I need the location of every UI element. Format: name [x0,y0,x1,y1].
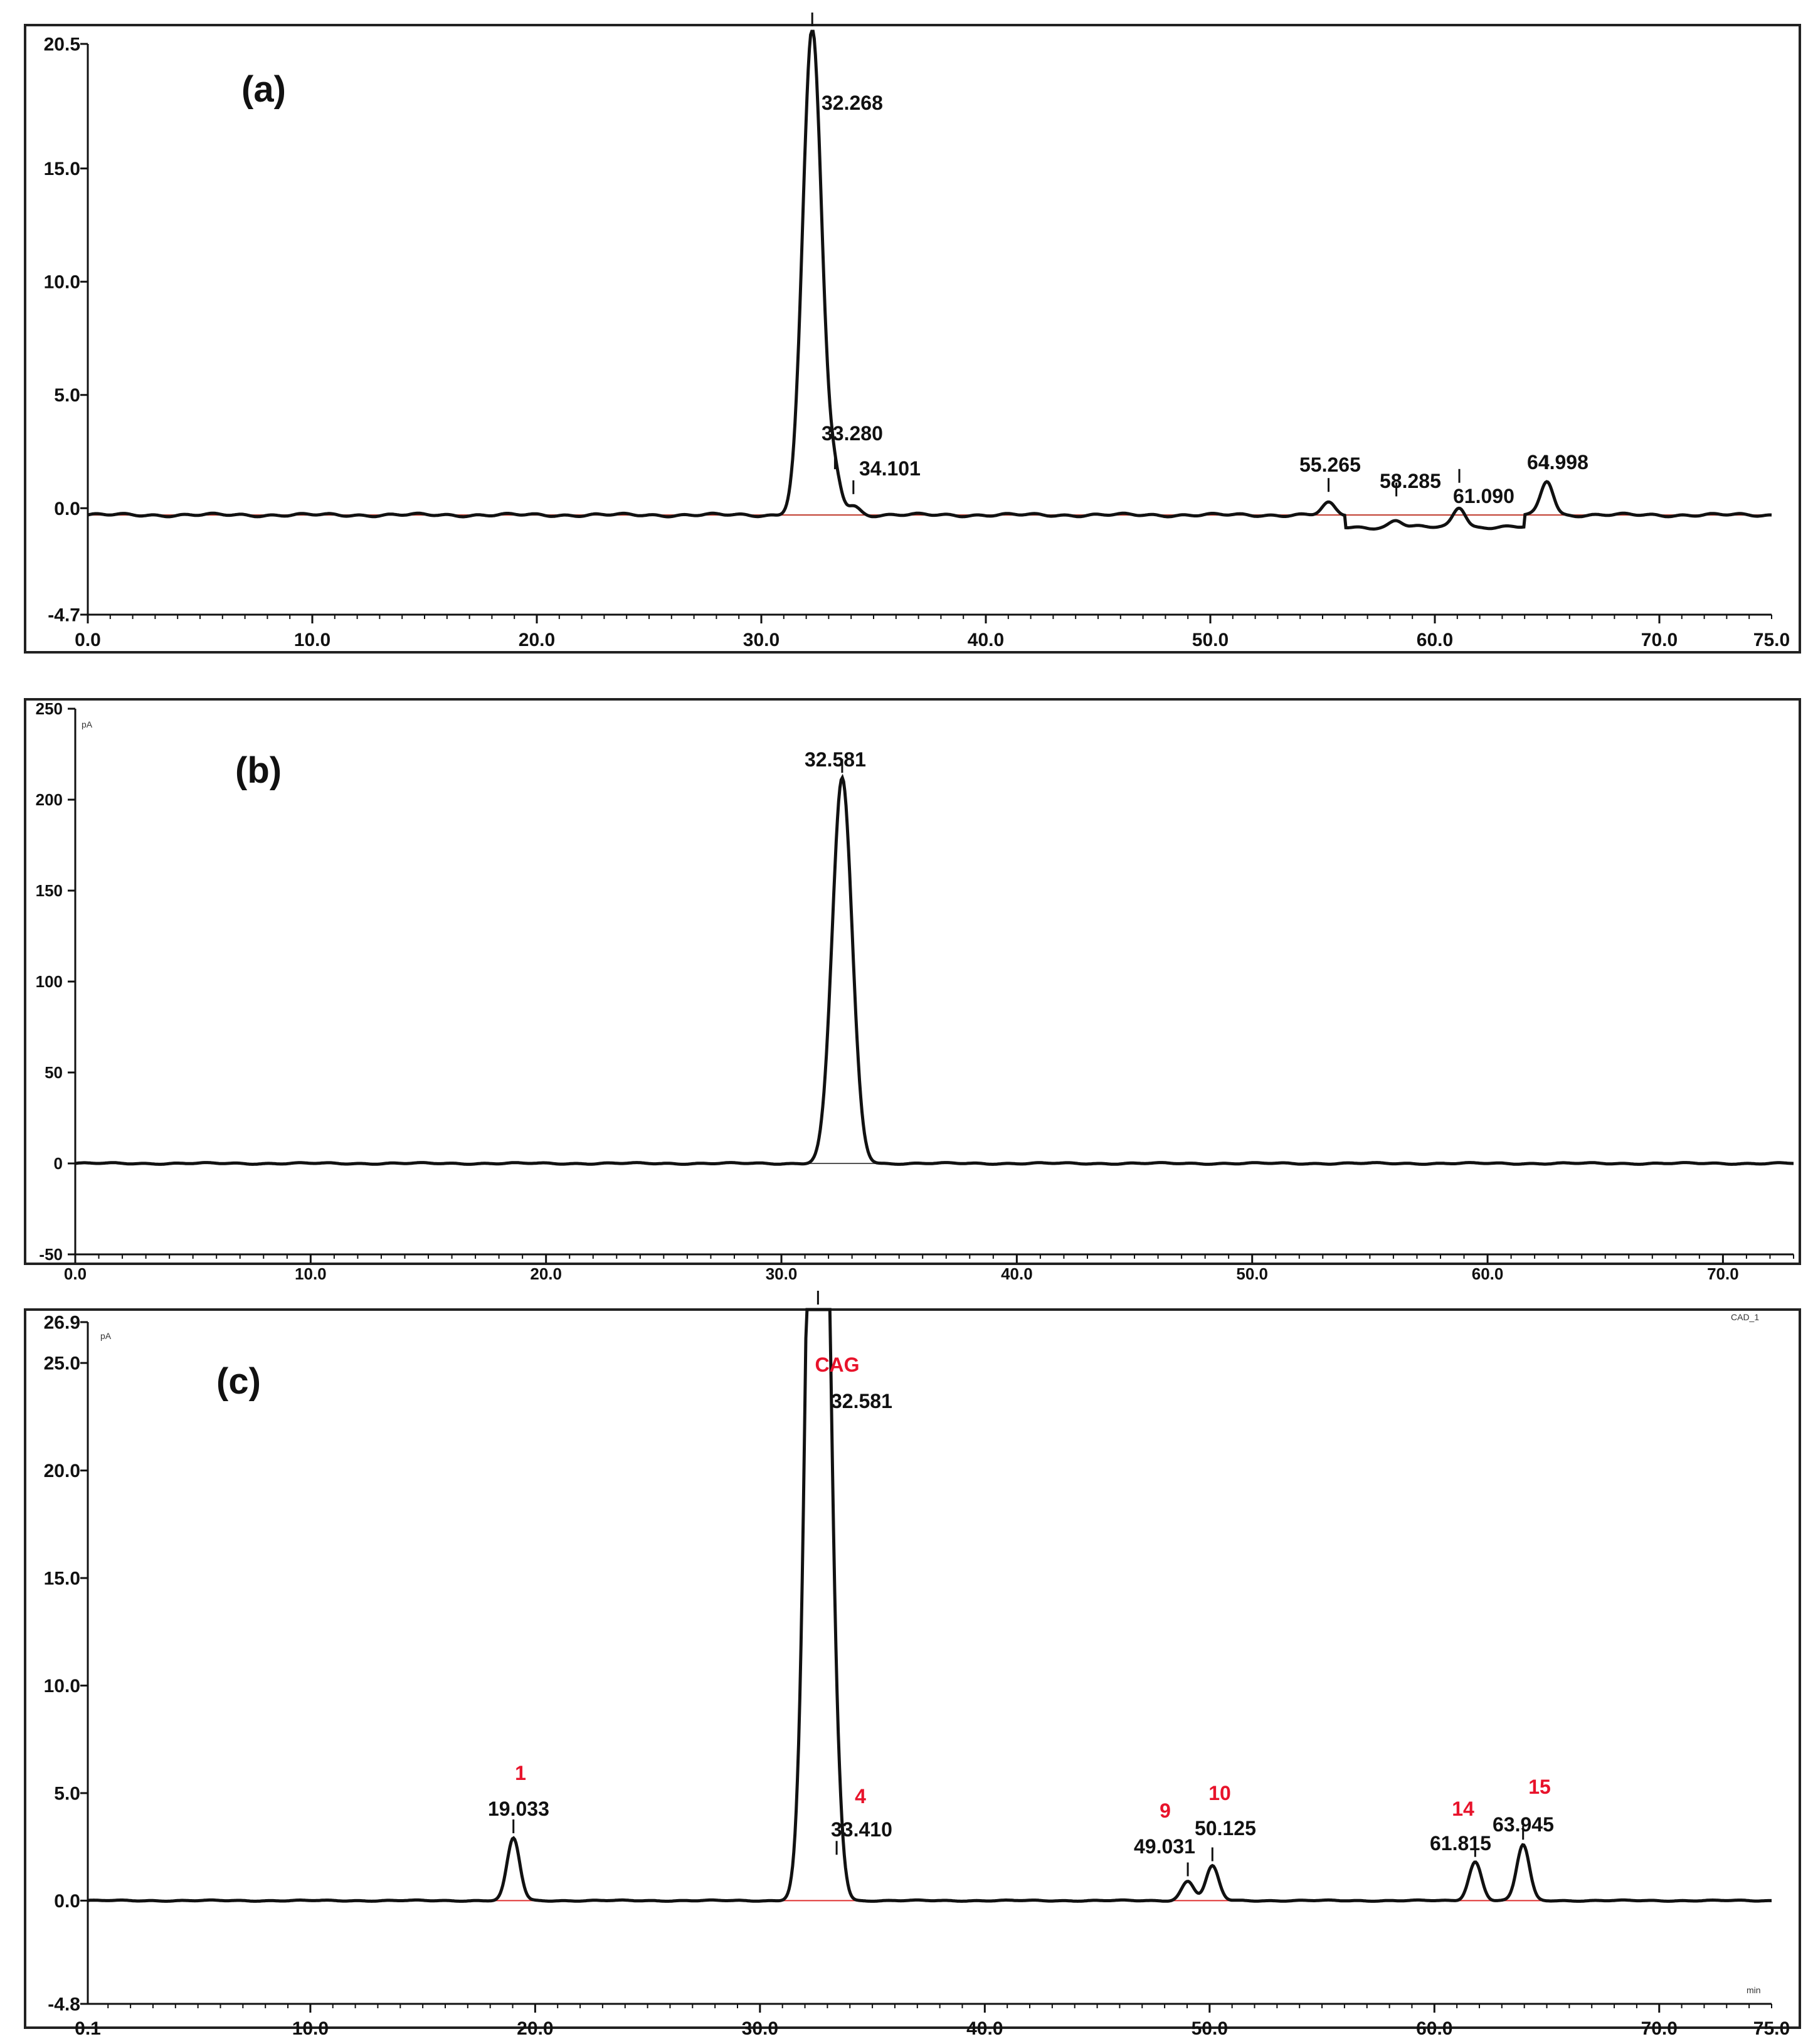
x-tick-label: 40.0 [968,630,1004,650]
y-tick-label: 250 [36,699,63,718]
panel-b: pA (b) 250 200 150 100 50 0 -50 0.0 10.0 20.0 30.… [24,698,1801,1283]
x-tick-label: 75.0 [1753,630,1790,650]
peak-rt-label: 49.031 [1134,1835,1195,1858]
x-tick-label: 20.0 [517,2018,553,2039]
panel-a-tag: (a) [241,69,286,110]
x-tick-label: 20.0 [530,1264,562,1283]
y-tick-label: 25.0 [44,1353,80,1374]
peak-number-label: 15 [1528,1776,1551,1798]
panel-a: (a) 20.5 15.0 10.0 5.0 0.0 -4.7 0.0 10.0 20.0 30… [24,13,1801,654]
panel-c-y-ticks: 26.9 25.0 20.0 15.0 10.0 5.0 0.0 -4.8 [44,1313,88,2015]
x-tick-label: 0.1 [75,2018,101,2039]
peak-rt-label: 61.815 [1430,1832,1491,1855]
panel-b-trace [75,773,1794,1166]
peak-rt-label: 32.268 [822,92,883,114]
x-tick-label: 40.0 [966,2018,1003,2039]
y-tick-label: 150 [36,881,63,900]
y-tick-label: 10.0 [44,272,80,293]
panel-a-peak-labels: 32.268 33.280 34.101 55.265 58.285 61.090 64.9… [811,13,1588,507]
x-tick-label: 0.0 [64,1264,87,1283]
x-tick-label: 10.0 [294,630,330,650]
x-tick-label: 30.0 [766,1264,798,1283]
y-tick-label: 10.0 [44,1676,80,1697]
x-tick-label: 70.0 [1707,1264,1739,1283]
x-tick-label: 75.0 [1753,2018,1790,2039]
x-tick-label: 30.0 [742,2018,778,2039]
panel-c-frame [24,1308,1801,2029]
x-tick-label: 40.0 [1001,1264,1033,1283]
panel-c-trace [87,1308,1772,1903]
peak-number-label: 4 [855,1785,866,1808]
x-tick-label: 50.0 [1192,630,1229,650]
panel-c: pA CAD_1 min (c) 26.925.020.015.010.05.0… [24,1291,1801,2039]
y-tick-label: 20.0 [44,1461,80,1481]
y-tick-label: 15.0 [44,159,80,179]
peak-rt-label: 58.285 [1380,470,1441,492]
x-tick-label: 0.0 [75,630,101,650]
x-tick-label: 60.0 [1472,1264,1504,1283]
panel-b-x-ticks: 0.0 10.0 20.0 30.0 40.0 50.0 60.0 70.0 [64,1254,1794,1283]
y-tick-label: 200 [36,790,63,809]
x-tick-label: 10.0 [295,1264,327,1283]
peak-rt-label: 33.410 [831,1818,892,1841]
x-tick-label: 10.0 [292,2018,329,2039]
peak-rt-label: 55.265 [1299,453,1361,476]
peak-rt-label: 32.581 [805,748,866,771]
panel-c-unit: pA [100,1331,112,1341]
peak-rt-label: 50.125 [1195,1817,1256,1840]
peak-rt-label: 32.581 [831,1390,892,1412]
y-tick-label: 5.0 [54,1783,80,1804]
y-tick-label: 5.0 [54,385,80,406]
y-tick-label: 0.0 [54,499,80,519]
x-tick-label: 60.0 [1416,2018,1452,2039]
panel-a-y-ticks: 20.5 15.0 10.0 5.0 0.0 -4.7 [44,34,88,626]
y-tick-label: 20.5 [44,34,80,55]
peak-number-label: 10 [1208,1782,1231,1804]
x-tick-label: 20.0 [519,630,555,650]
y-tick-label: 0 [54,1154,63,1173]
peak-number-label: 9 [1160,1799,1171,1822]
x-tick-label: 70.0 [1641,630,1678,650]
x-tick-label: 50.0 [1192,2018,1228,2039]
panel-b-peak-labels: 32.581 [805,748,866,773]
panel-a-trace [87,29,1772,531]
x-tick-label: 60.0 [1417,630,1453,650]
panel-c-x-ticks: 0.1 10.0 20.0 30.0 40.0 50.0 60.0 70.0 75.0 [75,2004,1790,2039]
panel-b-frame [24,698,1801,1265]
panel-b-unit: pA [82,719,93,729]
y-tick-label: -50 [39,1245,63,1264]
x-tick-label: 70.0 [1641,2018,1678,2039]
panel-a-x-ticks: 0.0 10.0 20.0 30.0 40.0 50.0 60.0 70.0 75.0 [75,615,1790,650]
peak-number-label: CAG [815,1353,859,1376]
peak-rt-label: 64.998 [1527,451,1588,474]
x-tick-label: 50.0 [1236,1264,1268,1283]
panel-c-x-unit: min [1747,1985,1761,1995]
y-tick-label: 26.9 [44,1313,80,1333]
panel-b-y-ticks: 250 200 150 100 50 0 -50 [36,699,75,1264]
peak-number-label: 1 [515,1762,526,1784]
peak-number-label: 14 [1452,1798,1474,1820]
peak-rt-label: 33.280 [822,422,883,445]
panel-a-frame [24,24,1801,654]
peak-rt-label: 19.033 [488,1798,549,1820]
peak-rt-label: 34.101 [859,457,921,480]
y-tick-label: 50 [45,1063,63,1082]
y-tick-label: 100 [36,972,63,991]
panel-b-tag: (b) [235,750,282,791]
panel-c-peak-labels: 19.033 1 32.581 CAG 33.410 4 49.031 9 50.125 10 61… [488,1291,1554,1877]
y-tick-label: 15.0 [44,1569,80,1589]
peak-rt-label: 61.090 [1453,485,1514,507]
x-tick-label: 30.0 [743,630,780,650]
panel-c-tag: (c) [216,1361,261,1402]
panel-c-corner-label: CAD_1 [1731,1312,1759,1322]
y-tick-label: 0.0 [54,1891,80,1912]
y-tick-label: -4.7 [48,605,80,626]
y-tick-label: -4.8 [48,1994,80,2015]
